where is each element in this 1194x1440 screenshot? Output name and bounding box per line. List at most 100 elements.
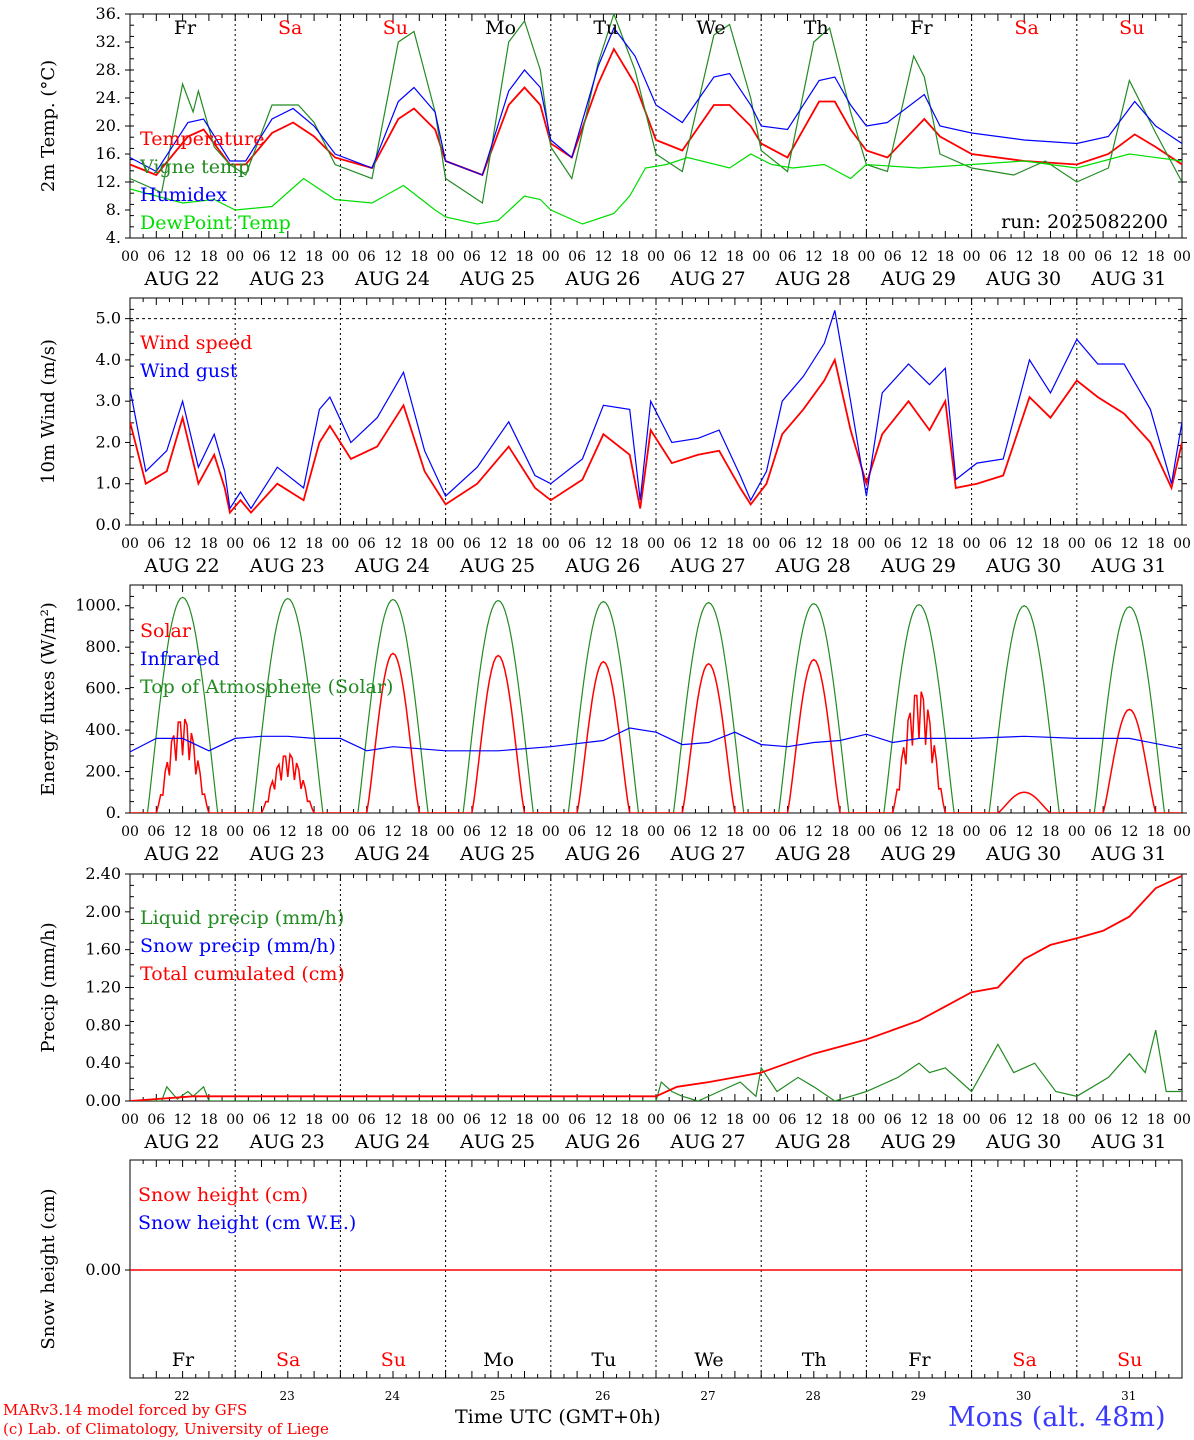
hour-tick-label: 18 [305,536,323,552]
hour-tick-label: 18 [516,536,534,552]
hour-tick-label: 06 [1094,824,1112,840]
series-top-of-atmosphere [130,596,1182,813]
series-solar [130,652,1182,813]
weekday-label: Th [804,17,829,39]
hour-tick-label: 12 [279,536,297,552]
weekday-label: We [694,1349,723,1371]
series-dewpoint-temp [130,153,1182,225]
panel-3: 0. 200. 400. 600. 800. 1000. Energy fluxes (W/… [38,584,1191,865]
hour-tick-label: 00 [226,249,244,265]
hour-tick-label: 00 [437,249,455,265]
hour-tick-label: 18 [831,824,849,840]
legend-top-of-atmosphere-solar: Top of Atmosphere (Solar) [140,676,393,698]
y-tick-label: 2.40 [85,864,121,883]
hour-tick-label: 12 [489,1112,507,1128]
y-tick-label: 200. [85,762,121,781]
weekday-label: Fr [908,1349,931,1371]
hour-tick-label: 06 [1094,536,1112,552]
weekday-label: Tu [591,1349,616,1371]
hour-tick-label: 12 [174,1112,192,1128]
hour-tick-label: 18 [831,1112,849,1128]
hour-tick-label: 18 [621,824,639,840]
hour-tick-label: 00 [437,536,455,552]
hour-tick-label: 06 [253,824,271,840]
hour-tick-label: 00 [963,536,981,552]
y-axis-title: Energy fluxes (W/m²) [38,602,59,796]
series-total-cumulated-cm [130,875,1182,1101]
hour-tick-label: 00 [1173,536,1191,552]
weekday-label: Sa [1012,1349,1036,1371]
hour-tick-label: 06 [884,824,902,840]
hour-tick-label: 06 [673,536,691,552]
hour-tick-label: 06 [884,249,902,265]
hour-tick-label: 00 [963,824,981,840]
hour-tick-label: 12 [910,824,928,840]
date-label: AUG 26 [564,843,640,865]
y-tick-label: 400. [85,720,121,739]
date-label: AUG 29 [880,268,956,290]
hour-tick-label: 00 [1068,536,1086,552]
panel-1: 4. 8. 12. 16. 20. 24. 28. 32. 36. 2m Temp. (°C) 00… [38,4,1191,290]
hour-tick-label: 06 [358,249,376,265]
hour-tick-label: 06 [463,824,481,840]
weekday-label: Mo [483,1349,514,1371]
hour-tick-label: 00 [752,536,770,552]
hour-tick-label: 06 [884,1112,902,1128]
hour-tick-label: 06 [779,1112,797,1128]
y-axis-title: Snow height (cm) [38,1188,59,1349]
legend-wind-speed: Wind speed [140,332,252,354]
day-number-label: 28 [806,1389,821,1403]
legend-snow-precip-mm-h: Snow precip (mm/h) [140,935,336,957]
hour-tick-label: 18 [516,824,534,840]
y-tick-label: 32. [96,32,121,51]
y-tick-label: 1.20 [85,978,121,997]
series-infrared [130,727,1182,753]
hour-tick-label: 18 [621,1112,639,1128]
x-axis-title: Time UTC (GMT+0h) [455,1406,661,1428]
legend-solar: Solar [140,620,192,642]
hour-tick-label: 18 [200,824,218,840]
run-label: run: 2025082200 [1001,211,1168,233]
hour-tick-label: 06 [568,824,586,840]
weekday-label: Sa [278,17,302,39]
hour-tick-label: 12 [1120,536,1138,552]
hour-tick-label: 06 [358,536,376,552]
hour-tick-label: 00 [542,824,560,840]
date-label: AUG 26 [564,555,640,577]
day-number-label: 24 [385,1389,401,1403]
hour-tick-label: 00 [1173,824,1191,840]
weekday-label: Su [381,1349,406,1371]
date-label: AUG 31 [1090,555,1166,577]
hour-tick-label: 12 [489,536,507,552]
y-tick-label: 5.0 [96,309,121,328]
hour-tick-label: 12 [174,249,192,265]
weekday-label: Su [1119,17,1144,39]
date-label: AUG 27 [669,843,745,865]
day-number-label: 29 [911,1389,926,1403]
hour-tick-label: 12 [1120,1112,1138,1128]
hour-tick-label: 18 [726,1112,744,1128]
y-tick-label: 0.00 [85,1091,121,1110]
hour-tick-label: 18 [1147,536,1165,552]
y-tick-label: 0.80 [85,1015,121,1034]
date-label: AUG 31 [1090,268,1166,290]
hour-tick-label: 00 [226,824,244,840]
hour-tick-label: 00 [752,824,770,840]
weekday-label: Tu [593,17,618,39]
hour-tick-label: 18 [410,536,428,552]
panel-4: 0.00 0.40 0.80 1.20 1.60 2.00 2.40 Precip (mm/h… [38,864,1191,1153]
date-label: AUG 23 [249,843,325,865]
weekday-label: Mo [485,17,516,39]
date-label: AUG 25 [459,843,535,865]
hour-tick-label: 06 [989,536,1007,552]
hour-tick-label: 18 [831,249,849,265]
day-number-label: 31 [1121,1389,1136,1403]
legend-liquid-precip-mm-h: Liquid precip (mm/h) [140,907,344,929]
hour-tick-label: 18 [936,249,954,265]
hour-tick-label: 06 [884,536,902,552]
hour-tick-label: 18 [726,824,744,840]
hour-tick-label: 18 [200,536,218,552]
hour-tick-label: 18 [726,249,744,265]
y-tick-label: 4. [106,228,121,247]
hour-tick-label: 18 [305,824,323,840]
